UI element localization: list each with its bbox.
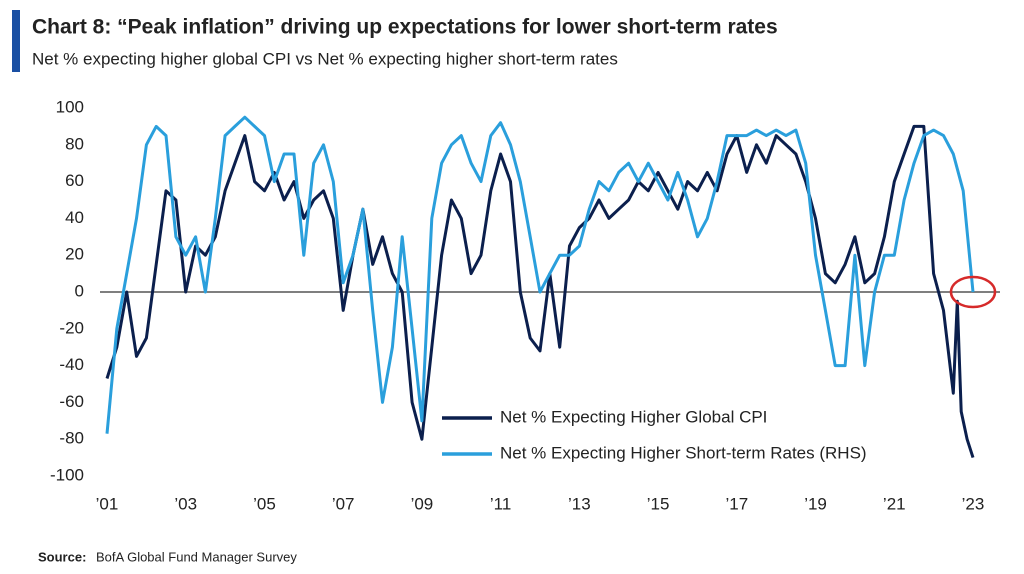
x-tick-label: ’21 [883,494,906,513]
legend-label: Net % Expecting Higher Global CPI [500,407,767,426]
y-tick-label: 0 [75,281,84,300]
x-tick-label: ’11 [490,494,511,513]
x-tick-label: ’09 [411,494,434,513]
x-tick-label: ’01 [96,494,119,513]
y-tick-label: 60 [65,171,84,190]
y-tick-label: 40 [65,208,84,227]
series-line [105,115,975,434]
y-tick-label: -40 [59,355,84,374]
title-accent [12,10,20,72]
y-tick-label: -20 [59,318,84,337]
chart-subtitle: Net % expecting higher global CPI vs Net… [32,49,618,68]
x-tick-label: ’05 [253,494,276,513]
y-tick-label: -60 [59,392,84,411]
y-tick-label: -100 [50,465,84,484]
source-label: Source: [38,549,86,564]
x-tick-label: ’17 [725,494,748,513]
x-tick-label: ’07 [332,494,355,513]
source: BofA Global Fund Manager Survey [96,549,297,564]
x-tick-label: ’03 [174,494,197,513]
x-tick-label: ’19 [804,494,827,513]
y-tick-label: 100 [56,97,84,116]
x-tick-label: ’13 [568,494,591,513]
highlight-circle [949,275,997,309]
y-tick-label: -80 [59,429,84,448]
legend-label: Net % Expecting Higher Short-term Rates … [500,443,867,462]
x-tick-label: ’23 [962,494,985,513]
chart-title: Chart 8: “Peak inflation” driving up exp… [32,16,778,39]
y-tick-label: 80 [65,134,84,153]
x-tick-label: ’15 [647,494,670,513]
y-tick-label: 20 [65,245,84,264]
